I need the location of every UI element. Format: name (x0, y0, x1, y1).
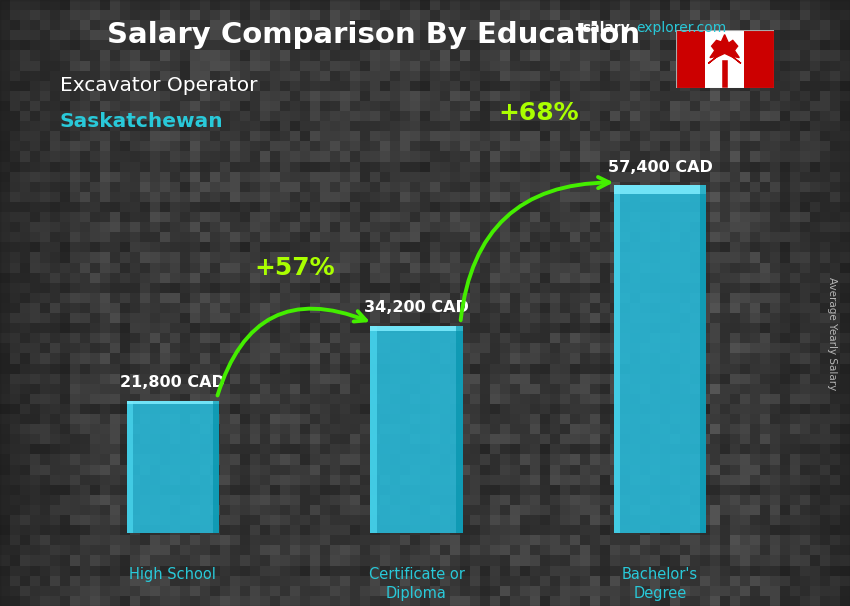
Text: Certificate or
Diploma: Certificate or Diploma (369, 567, 464, 601)
Text: salary: salary (582, 21, 630, 35)
Text: +68%: +68% (498, 101, 579, 125)
Text: Saskatchewan: Saskatchewan (60, 112, 223, 131)
Bar (676, 30, 705, 88)
Bar (212, 401, 219, 533)
Text: 57,400 CAD: 57,400 CAD (608, 159, 712, 175)
Bar (371, 326, 377, 533)
Text: Salary Comparison By Education: Salary Comparison By Education (107, 21, 641, 49)
Bar (744, 30, 774, 88)
Polygon shape (708, 35, 741, 64)
Bar (456, 326, 462, 533)
Bar (700, 185, 706, 533)
Bar (371, 326, 462, 331)
Text: High School: High School (129, 567, 216, 582)
Text: 34,200 CAD: 34,200 CAD (364, 300, 469, 315)
Bar (706, 30, 745, 88)
Bar (371, 326, 462, 533)
Bar (614, 185, 620, 533)
Bar (127, 401, 219, 533)
Text: Excavator Operator: Excavator Operator (60, 76, 257, 95)
Text: +57%: +57% (254, 256, 335, 281)
Bar (614, 185, 706, 533)
Text: 21,800 CAD: 21,800 CAD (121, 375, 225, 390)
Text: explorer.com: explorer.com (636, 21, 726, 35)
Bar (127, 401, 219, 404)
Bar (127, 401, 133, 533)
Text: Average Yearly Salary: Average Yearly Salary (827, 277, 837, 390)
Bar (614, 185, 706, 194)
Text: Bachelor's
Degree: Bachelor's Degree (622, 567, 698, 601)
